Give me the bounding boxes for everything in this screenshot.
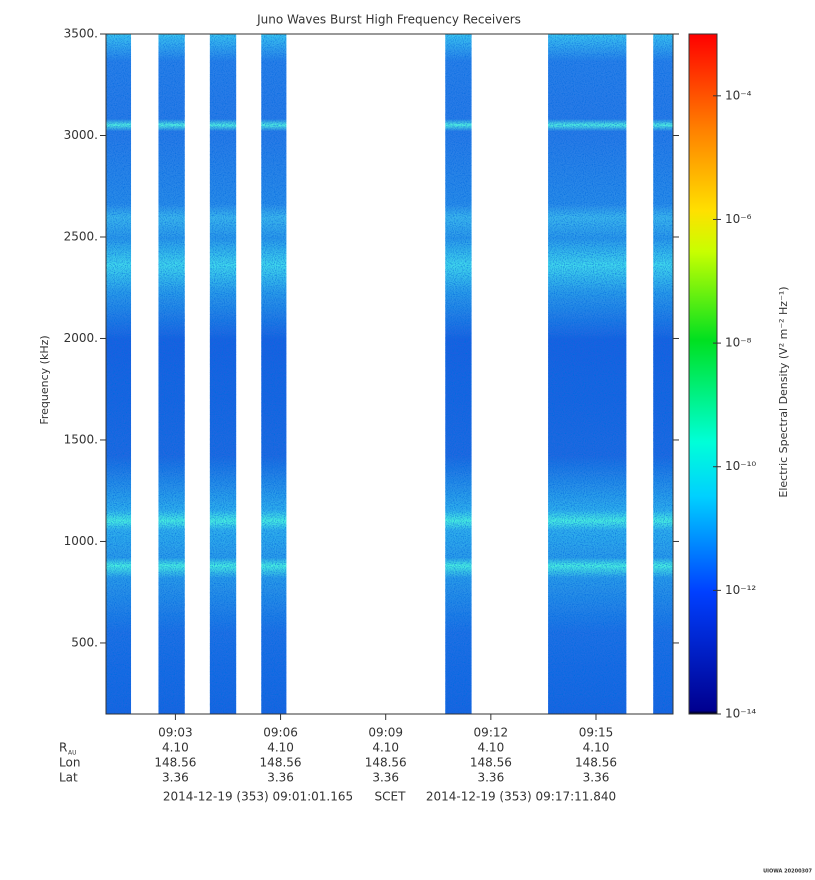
colorbar-tick-label: 10⁻¹⁰: [725, 459, 756, 473]
ephemeris-value: 148.56: [575, 756, 617, 770]
data-segment: [548, 34, 627, 714]
y-tick-label: 3500.: [64, 27, 98, 41]
y-tick-label: 1500.: [64, 432, 98, 446]
ephemeris-value: 4.10: [477, 741, 504, 755]
end-time: 2014-12-19 (353) 09:17:11.840: [426, 790, 616, 804]
ephemeris-value: 3.36: [583, 771, 610, 785]
data-segment: [261, 34, 287, 714]
ephemeris-value: 3.36: [267, 771, 294, 785]
y-axis-label: Frequency (kHz): [38, 335, 51, 424]
ephemeris-subscript: AU: [68, 750, 77, 757]
ephemeris-value: 3.36: [162, 771, 189, 785]
ephemeris-value: 148.56: [260, 756, 302, 770]
time-system: SCET: [375, 790, 407, 804]
colorbar-tick-label: 10⁻⁶: [725, 212, 752, 226]
ephemeris-label: Lat: [59, 771, 78, 785]
y-tick-label: 3000.: [64, 128, 98, 142]
colorbar-tick-label: 10⁻¹²: [725, 583, 756, 597]
ephemeris-value: 3.36: [477, 771, 504, 785]
ephemeris-value: 4.10: [267, 741, 294, 755]
ephemeris-value: 4.10: [583, 741, 610, 755]
x-tick-label: 09:09: [368, 726, 403, 740]
data-segment: [209, 34, 237, 714]
ephemeris-label: Lon: [59, 756, 80, 770]
ephemeris-value: 4.10: [162, 741, 189, 755]
start-time: 2014-12-19 (353) 09:01:01.165: [163, 790, 353, 804]
colorbar-tick-label: 10⁻⁴: [725, 88, 752, 102]
data-segment: [105, 34, 132, 714]
data-segment: [653, 34, 673, 714]
y-tick-label: 2000.: [64, 331, 98, 345]
x-tick-label: 09:12: [474, 726, 509, 740]
plot-frame: [105, 33, 674, 715]
colorbar-tick-label: 10⁻¹⁴: [725, 707, 756, 721]
x-tick-label: 09:06: [263, 726, 298, 740]
colorbar: [688, 33, 718, 715]
data-segment: [445, 34, 472, 714]
y-tick-label: 1000.: [64, 534, 98, 548]
ephemeris-value: 148.56: [154, 756, 196, 770]
x-tick-label: 09:15: [579, 726, 614, 740]
chart-title: Juno Waves Burst High Frequency Receiver…: [256, 13, 521, 27]
ephemeris-value: 148.56: [470, 756, 512, 770]
x-tick-label: 09:03: [158, 726, 193, 740]
ephemeris-value: 148.56: [365, 756, 407, 770]
data-segment: [158, 34, 185, 714]
ephemeris-label: R: [59, 741, 67, 755]
ephemeris-value: 3.36: [372, 771, 399, 785]
credit: UIOWA 20200307: [763, 869, 812, 875]
ephemeris-value: 4.10: [372, 741, 399, 755]
y-tick-label: 500.: [71, 635, 98, 649]
colorbar-label: Electric Spectral Density (V² m⁻² Hz⁻¹): [777, 286, 790, 497]
colorbar-tick-label: 10⁻⁸: [725, 336, 752, 350]
y-tick-label: 2500.: [64, 229, 98, 243]
